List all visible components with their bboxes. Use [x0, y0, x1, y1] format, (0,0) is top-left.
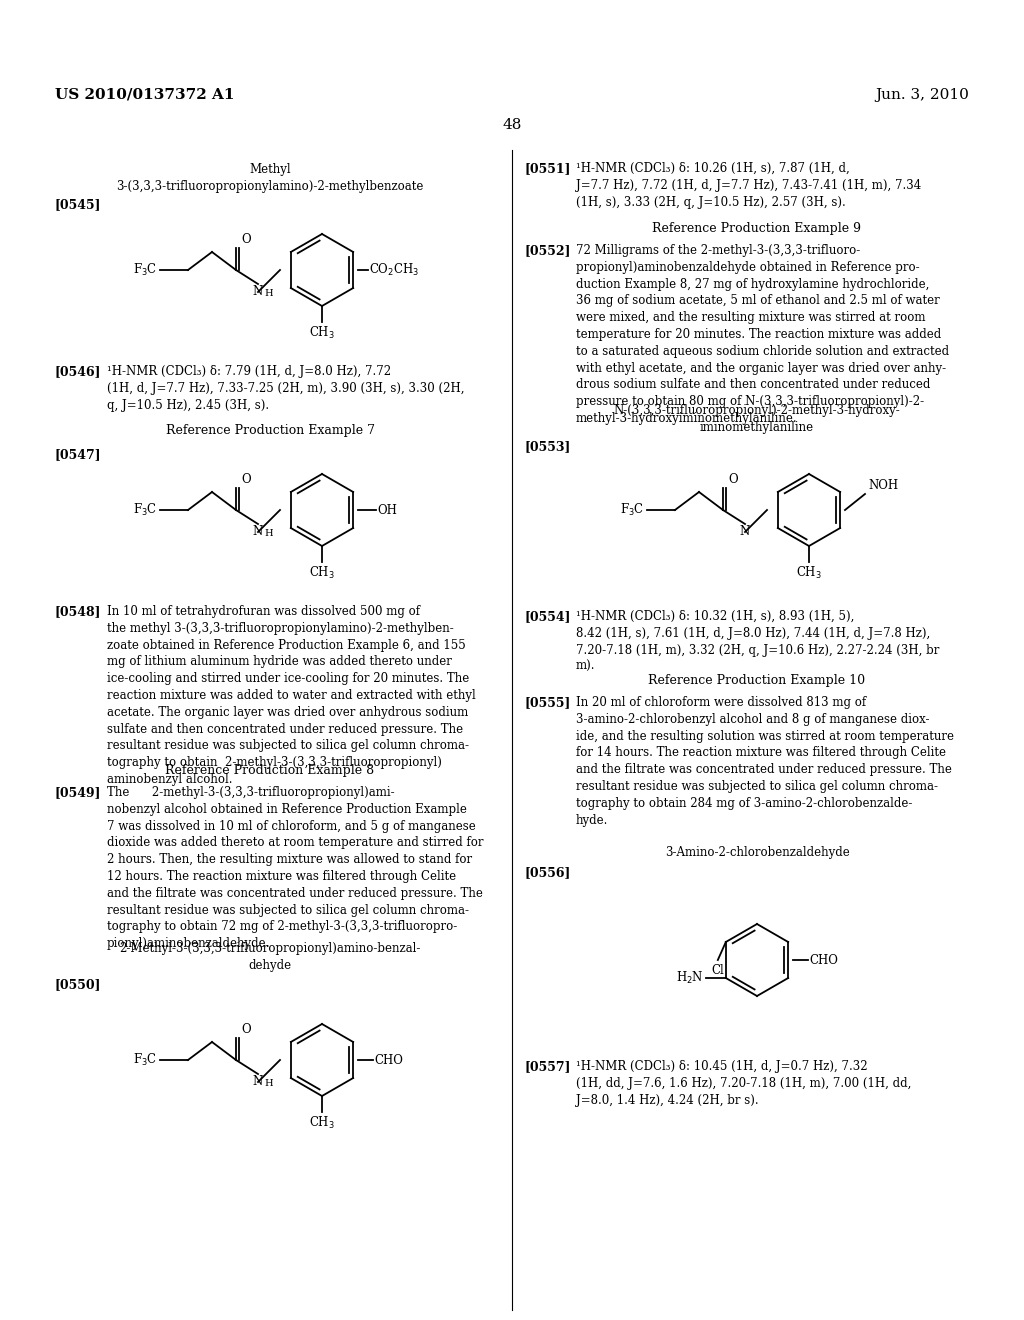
- Text: CH$_3$: CH$_3$: [796, 565, 822, 581]
- Text: 2-Methyl-3-(3,3,3-trifluoropropionyl)amino-benzal-
dehyde: 2-Methyl-3-(3,3,3-trifluoropropionyl)ami…: [120, 942, 421, 972]
- Text: Reference Production Example 10: Reference Production Example 10: [648, 675, 865, 686]
- Text: H$_2$N: H$_2$N: [676, 970, 703, 986]
- Text: CHO: CHO: [374, 1053, 402, 1067]
- Text: ¹H-NMR (CDCl₃) δ: 10.45 (1H, d, J=0.7 Hz), 7.32
(1H, dd, J=7.6, 1.6 Hz), 7.20-7.: ¹H-NMR (CDCl₃) δ: 10.45 (1H, d, J=0.7 Hz…: [575, 1060, 911, 1106]
- Text: H: H: [264, 1078, 272, 1088]
- Text: [0553]: [0553]: [524, 440, 570, 453]
- Text: ¹H-NMR (CDCl₃) δ: 7.79 (1H, d, J=8.0 Hz), 7.72
(1H, d, J=7.7 Hz), 7.33-7.25 (2H,: ¹H-NMR (CDCl₃) δ: 7.79 (1H, d, J=8.0 Hz)…: [106, 366, 465, 412]
- Text: O: O: [241, 473, 251, 486]
- Text: In 20 ml of chloroform were dissolved 813 mg of
3-amino-2-chlorobenzyl alcohol a: In 20 ml of chloroform were dissolved 81…: [575, 696, 954, 826]
- Text: OH: OH: [377, 503, 397, 516]
- Text: Reference Production Example 7: Reference Production Example 7: [166, 424, 375, 437]
- Text: [0557]: [0557]: [524, 1060, 570, 1073]
- Text: CO$_2$CH$_3$: CO$_2$CH$_3$: [369, 261, 419, 279]
- Text: NOH: NOH: [868, 479, 898, 492]
- Text: 48: 48: [503, 117, 521, 132]
- Text: [0549]: [0549]: [55, 785, 101, 799]
- Text: N: N: [740, 525, 751, 539]
- Text: [0547]: [0547]: [55, 447, 101, 461]
- Text: N-(3,3,3-trifluoropropionyl)-2-methyl-3-hydroxy-
iminomethylaniline: N-(3,3,3-trifluoropropionyl)-2-methyl-3-…: [613, 404, 900, 434]
- Text: O: O: [241, 234, 251, 246]
- Text: [0556]: [0556]: [524, 866, 570, 879]
- Text: In 10 ml of tetrahydrofuran was dissolved 500 mg of
the methyl 3-(3,3,3-trifluor: In 10 ml of tetrahydrofuran was dissolve…: [106, 605, 476, 785]
- Text: Reference Production Example 8: Reference Production Example 8: [166, 764, 375, 777]
- Text: F$_3$C: F$_3$C: [133, 1052, 157, 1068]
- Text: [0546]: [0546]: [55, 366, 101, 378]
- Text: [0545]: [0545]: [55, 198, 101, 211]
- Text: Reference Production Example 9: Reference Production Example 9: [652, 222, 861, 235]
- Text: N: N: [253, 285, 263, 298]
- Text: 72 Milligrams of the 2-methyl-3-(3,3,3-trifluoro-
propionyl)aminobenzaldehyde ob: 72 Milligrams of the 2-methyl-3-(3,3,3-t…: [575, 244, 949, 425]
- Text: H: H: [264, 529, 272, 539]
- Text: [0554]: [0554]: [524, 610, 570, 623]
- Text: The      2-methyl-3-(3,3,3-trifluoropropionyl)ami-
nobenzyl alcohol obtained in : The 2-methyl-3-(3,3,3-trifluoropropionyl…: [106, 785, 483, 950]
- Text: Methyl
3-(3,3,3-trifluoropropionylamino)-2-methylbenzoate: Methyl 3-(3,3,3-trifluoropropionylamino)…: [117, 162, 424, 193]
- Text: H: H: [264, 289, 272, 298]
- Text: Cl: Cl: [712, 964, 724, 977]
- Text: F$_3$C: F$_3$C: [133, 261, 157, 279]
- Text: [0548]: [0548]: [55, 605, 101, 618]
- Text: F$_3$C: F$_3$C: [133, 502, 157, 517]
- Text: ¹H-NMR (CDCl₃) δ: 10.32 (1H, s), 8.93 (1H, 5),
8.42 (1H, s), 7.61 (1H, d, J=8.0 : ¹H-NMR (CDCl₃) δ: 10.32 (1H, s), 8.93 (1…: [575, 610, 939, 673]
- Text: Jun. 3, 2010: Jun. 3, 2010: [876, 88, 969, 102]
- Text: [0555]: [0555]: [524, 696, 570, 709]
- Text: 3-Amino-2-chlorobenzaldehyde: 3-Amino-2-chlorobenzaldehyde: [665, 846, 849, 859]
- Text: US 2010/0137372 A1: US 2010/0137372 A1: [55, 88, 234, 102]
- Text: ¹H-NMR (CDCl₃) δ: 10.26 (1H, s), 7.87 (1H, d,
J=7.7 Hz), 7.72 (1H, d, J=7.7 Hz),: ¹H-NMR (CDCl₃) δ: 10.26 (1H, s), 7.87 (1…: [575, 162, 922, 209]
- Text: CHO: CHO: [809, 953, 838, 966]
- Text: [0550]: [0550]: [55, 978, 101, 991]
- Text: CH$_3$: CH$_3$: [309, 325, 335, 341]
- Text: CH$_3$: CH$_3$: [309, 1115, 335, 1131]
- Text: N: N: [253, 1074, 263, 1088]
- Text: O: O: [241, 1023, 251, 1036]
- Text: [0551]: [0551]: [524, 162, 570, 176]
- Text: CH$_3$: CH$_3$: [309, 565, 335, 581]
- Text: O: O: [728, 473, 737, 486]
- Text: N: N: [253, 525, 263, 539]
- Text: [0552]: [0552]: [524, 244, 570, 257]
- Text: F$_3$C: F$_3$C: [620, 502, 644, 517]
